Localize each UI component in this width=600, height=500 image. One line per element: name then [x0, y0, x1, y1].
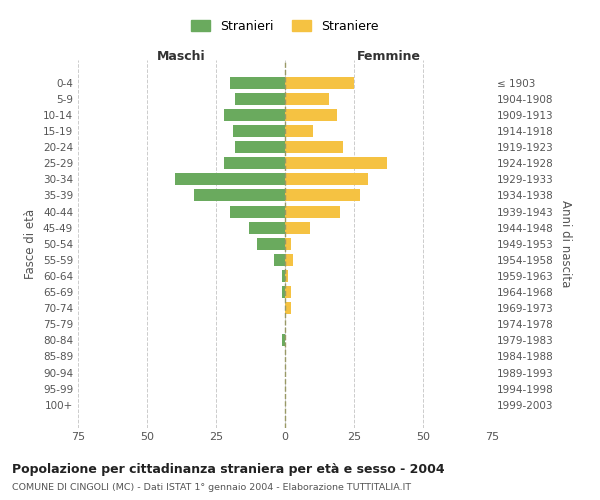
- Text: Femmine: Femmine: [356, 50, 421, 64]
- Text: COMUNE DI CINGOLI (MC) - Dati ISTAT 1° gennaio 2004 - Elaborazione TUTTITALIA.IT: COMUNE DI CINGOLI (MC) - Dati ISTAT 1° g…: [12, 484, 411, 492]
- Bar: [194, 190, 285, 202]
- Bar: [285, 174, 368, 186]
- Bar: [274, 254, 285, 266]
- Bar: [235, 141, 285, 153]
- Bar: [224, 109, 285, 121]
- Bar: [235, 93, 285, 105]
- Bar: [285, 254, 293, 266]
- Bar: [282, 286, 285, 298]
- Bar: [285, 109, 337, 121]
- Bar: [230, 206, 285, 218]
- Bar: [285, 190, 359, 202]
- Bar: [282, 270, 285, 282]
- Bar: [249, 222, 285, 234]
- Text: Maschi: Maschi: [157, 50, 206, 64]
- Y-axis label: Fasce di età: Fasce di età: [25, 208, 37, 279]
- Bar: [175, 174, 285, 186]
- Bar: [257, 238, 285, 250]
- Bar: [285, 206, 340, 218]
- Text: Popolazione per cittadinanza straniera per età e sesso - 2004: Popolazione per cittadinanza straniera p…: [12, 462, 445, 475]
- Bar: [285, 157, 387, 170]
- Bar: [233, 125, 285, 137]
- Bar: [285, 238, 290, 250]
- Bar: [224, 157, 285, 170]
- Bar: [285, 125, 313, 137]
- Bar: [282, 334, 285, 346]
- Bar: [230, 76, 285, 89]
- Y-axis label: Anni di nascita: Anni di nascita: [559, 200, 572, 288]
- Bar: [285, 93, 329, 105]
- Bar: [285, 222, 310, 234]
- Bar: [285, 141, 343, 153]
- Legend: Stranieri, Straniere: Stranieri, Straniere: [187, 15, 383, 38]
- Bar: [285, 76, 354, 89]
- Bar: [285, 302, 290, 314]
- Bar: [285, 286, 290, 298]
- Bar: [285, 270, 288, 282]
